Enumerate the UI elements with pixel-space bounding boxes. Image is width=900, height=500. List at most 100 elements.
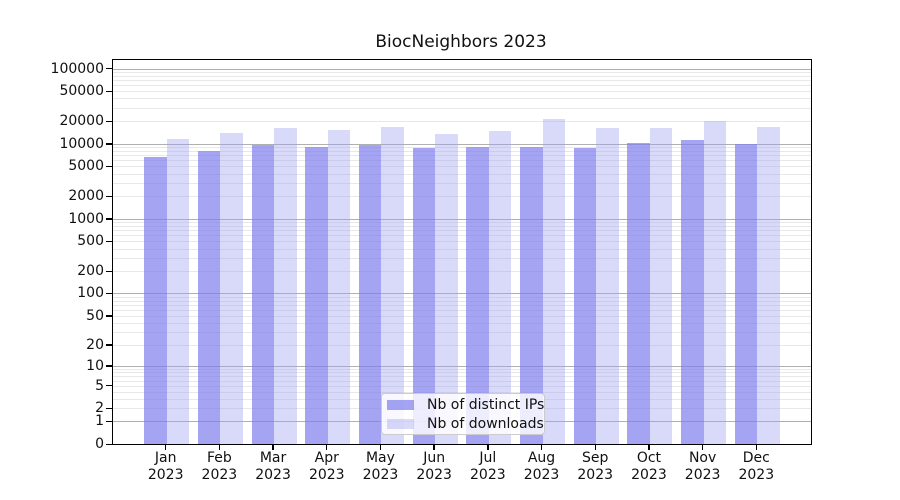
- x-tick-month: Oct: [636, 450, 662, 466]
- grid-line-minor: [113, 241, 811, 243]
- bar-downloads: [596, 127, 619, 444]
- y-tick-mark: [106, 240, 112, 243]
- x-axis-tick-label: Nov 2023: [668, 450, 738, 484]
- grid-line-minor: [113, 315, 811, 317]
- grid-line-minor: [113, 344, 811, 346]
- grid-line-minor: [113, 332, 811, 333]
- bar-downloads: [166, 138, 190, 444]
- x-axis-tick-label: May 2023: [345, 450, 415, 484]
- x-tick-year: 2023: [577, 467, 614, 483]
- legend-item-distinct-ips: Nb of distinct IPs: [387, 398, 544, 412]
- grid-line-minor: [113, 300, 811, 302]
- bar-distinct-ips: [681, 139, 704, 444]
- x-tick-year: 2023: [308, 467, 345, 483]
- y-axis-tick-label: 5: [95, 377, 104, 394]
- x-tick-month: Sep: [582, 450, 609, 466]
- grid-line-minor: [113, 182, 811, 184]
- y-tick-mark: [106, 292, 112, 295]
- x-axis-tick-label: Jul 2023: [453, 450, 523, 484]
- y-tick-mark: [106, 270, 112, 272]
- grid-line-minor: [113, 160, 811, 162]
- x-tick-mark: [594, 445, 596, 450]
- grid-line-minor: [113, 196, 811, 198]
- y-axis-tick-label: 10: [86, 357, 104, 374]
- grid-line-minor: [113, 376, 811, 378]
- y-tick-mark: [106, 68, 112, 70]
- bar-distinct-ips: [412, 148, 436, 444]
- legend-swatch-distinct-ips: [387, 399, 414, 410]
- bar-downloads: [757, 127, 780, 444]
- x-tick-month: Jul: [479, 450, 497, 466]
- chart-title: BiocNeighbors 2023: [375, 32, 547, 52]
- x-axis-tick-label: Sep 2023: [560, 450, 630, 484]
- x-tick-year: 2023: [362, 467, 399, 483]
- x-tick-mark: [164, 445, 167, 450]
- x-tick-mark: [433, 445, 435, 450]
- grid-line-decade: [113, 143, 811, 145]
- y-tick-mark: [106, 195, 112, 197]
- y-axis-tick-label: 1000: [68, 210, 104, 227]
- grid-line-decade: [113, 365, 811, 367]
- grid-line-minor: [113, 98, 811, 100]
- bar-distinct-ips: [251, 144, 275, 444]
- bar-downloads: [274, 128, 297, 444]
- grid-line-minor: [113, 147, 811, 149]
- y-axis-tick-label: 50000: [59, 83, 104, 100]
- grid-line-minor: [113, 230, 811, 232]
- bar-downloads: [542, 119, 566, 444]
- x-tick-year: 2023: [631, 467, 667, 483]
- x-tick-mark: [487, 445, 489, 450]
- y-axis-tick-label: 5000: [68, 158, 104, 175]
- bar-downloads: [327, 130, 351, 444]
- legend-swatch-downloads: [387, 418, 414, 429]
- bar-downloads: [703, 121, 727, 444]
- y-tick-mark: [106, 143, 112, 145]
- x-tick-mark: [272, 445, 274, 450]
- legend-label-downloads: Nb of downloads: [427, 415, 544, 432]
- bar-distinct-ips: [358, 144, 382, 444]
- y-tick-mark: [106, 90, 112, 93]
- x-tick-month: Jan: [154, 450, 177, 466]
- bar-distinct-ips: [197, 150, 221, 444]
- x-axis-tick-label: Oct 2023: [614, 450, 684, 484]
- grid-line-minor: [113, 155, 811, 157]
- x-axis-tick-label: Jun 2023: [399, 450, 469, 484]
- bar-downloads: [488, 131, 512, 444]
- y-axis-tick-label: 0: [95, 436, 104, 452]
- grid-line-minor: [113, 322, 811, 324]
- y-tick-mark: [106, 344, 112, 346]
- x-tick-year: 2023: [416, 467, 452, 483]
- grid-line-minor: [113, 391, 811, 393]
- y-axis-tick-label: 200: [77, 263, 104, 280]
- grid-line-minor: [113, 225, 811, 227]
- grid-line-minor: [113, 309, 811, 311]
- y-tick-mark: [106, 385, 112, 387]
- bar-distinct-ips: [305, 147, 328, 444]
- x-tick-month: Nov: [688, 450, 717, 466]
- y-axis-tick-label: 2: [95, 400, 104, 417]
- grid-line-minor: [113, 150, 811, 152]
- grid-line-minor: [113, 385, 811, 387]
- legend: Nb of distinct IPs Nb of downloads: [381, 393, 545, 435]
- x-tick-year: 2023: [523, 467, 560, 483]
- plot-area: [112, 59, 812, 445]
- y-axis-tick-label: 100: [77, 285, 104, 302]
- y-axis-tick-label: 50: [86, 307, 104, 324]
- y-tick-mark: [106, 165, 112, 168]
- x-tick-year: 2023: [147, 467, 184, 483]
- y-axis-tick-label: 500: [77, 233, 104, 250]
- bar-distinct-ips: [734, 143, 758, 444]
- x-axis-tick-label: Jan 2023: [131, 450, 201, 484]
- grid-line-decade: [113, 218, 811, 220]
- x-axis-tick-label: Apr 2023: [292, 450, 362, 484]
- bar-distinct-ips: [466, 147, 489, 444]
- bar-distinct-ips: [627, 143, 650, 444]
- y-axis-tick-label: 20: [86, 336, 104, 353]
- x-tick-month: Feb: [206, 450, 232, 466]
- x-tick-month: May: [365, 450, 395, 466]
- grid-line-minor: [113, 248, 811, 250]
- grid-line-minor: [113, 304, 811, 306]
- y-tick-mark: [106, 365, 112, 367]
- grid-line-minor: [113, 91, 811, 93]
